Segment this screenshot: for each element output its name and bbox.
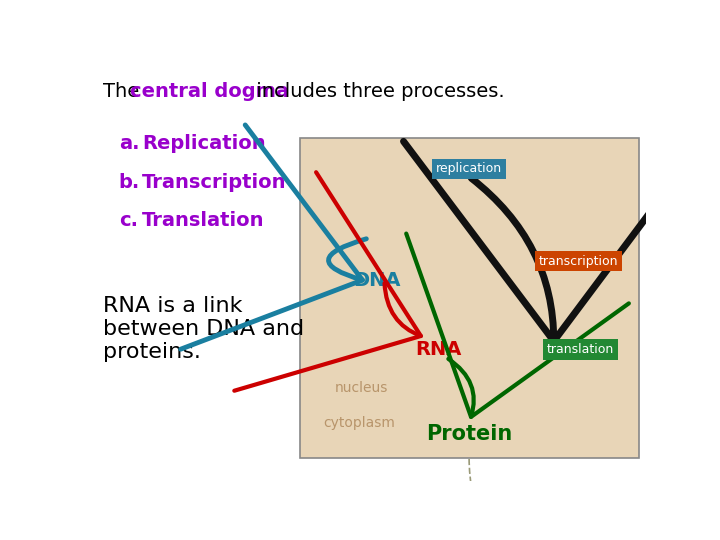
Text: central dogma: central dogma — [130, 82, 289, 102]
Text: c.: c. — [119, 211, 138, 230]
Text: b.: b. — [119, 173, 140, 192]
Text: RNA: RNA — [415, 340, 462, 359]
Text: replication: replication — [436, 162, 502, 176]
FancyArrowPatch shape — [406, 234, 629, 417]
Text: Replication: Replication — [142, 134, 266, 153]
Text: transcription: transcription — [539, 255, 618, 268]
Text: Protein: Protein — [426, 424, 512, 444]
FancyArrowPatch shape — [234, 172, 421, 391]
Text: Translation: Translation — [142, 211, 264, 230]
Text: includes three processes.: includes three processes. — [250, 82, 504, 102]
Text: Transcription: Transcription — [142, 173, 287, 192]
Text: The: The — [104, 82, 146, 102]
Text: translation: translation — [547, 343, 614, 356]
Text: cytoplasm: cytoplasm — [323, 416, 395, 430]
Text: RNA is a link
between DNA and
proteins.: RNA is a link between DNA and proteins. — [104, 296, 305, 362]
Bar — [300, 138, 639, 457]
FancyArrowPatch shape — [403, 141, 703, 341]
FancyArrowPatch shape — [181, 125, 366, 349]
Text: nucleus: nucleus — [334, 381, 388, 395]
Text: DNA: DNA — [353, 271, 400, 290]
Text: a.: a. — [119, 134, 139, 153]
